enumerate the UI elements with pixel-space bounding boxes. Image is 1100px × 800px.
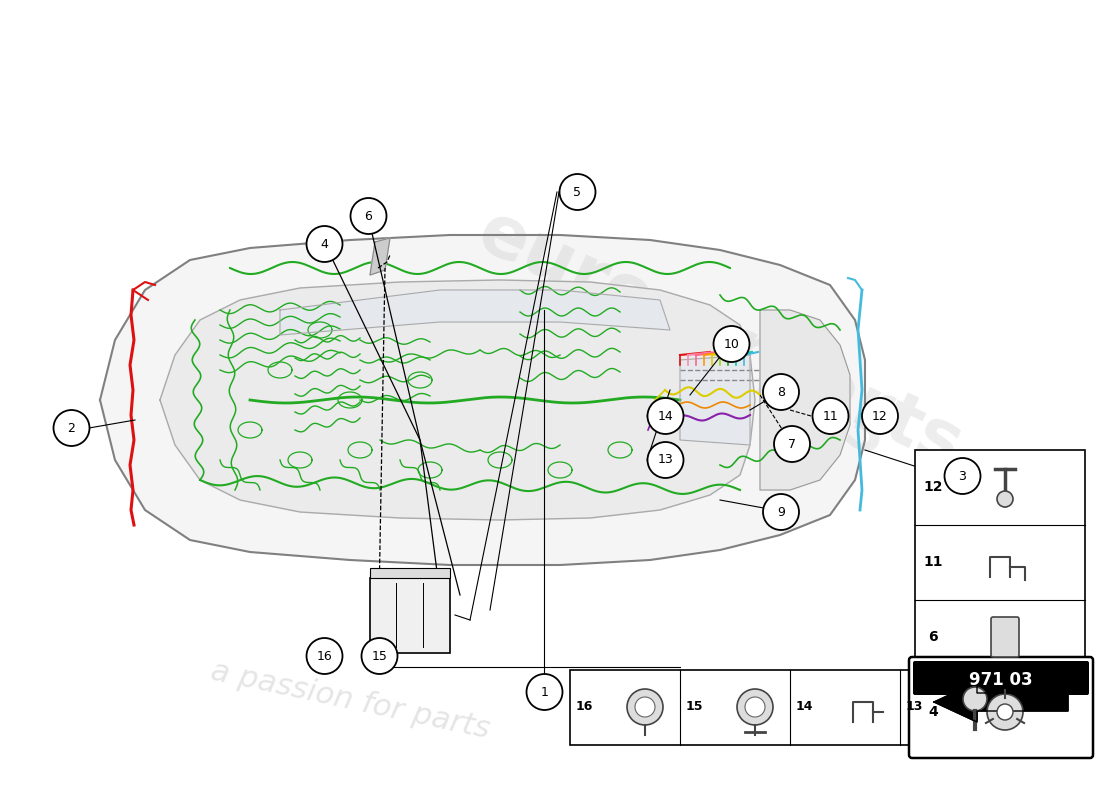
Polygon shape [160, 280, 755, 520]
FancyBboxPatch shape [370, 578, 450, 653]
Text: 11: 11 [923, 555, 943, 569]
Circle shape [862, 398, 898, 434]
Text: 7: 7 [788, 438, 796, 450]
Polygon shape [934, 682, 1068, 722]
Text: 12: 12 [872, 410, 888, 422]
Circle shape [627, 689, 663, 725]
Text: 16: 16 [317, 650, 332, 662]
Text: 085: 085 [766, 371, 894, 469]
Circle shape [307, 226, 342, 262]
Circle shape [763, 374, 799, 410]
Circle shape [997, 704, 1013, 720]
Circle shape [763, 494, 799, 530]
Text: 971 03: 971 03 [969, 671, 1033, 689]
Text: 9: 9 [777, 506, 785, 518]
Circle shape [737, 689, 773, 725]
Text: 6: 6 [364, 210, 373, 222]
Polygon shape [370, 238, 390, 275]
Text: 4: 4 [928, 705, 938, 719]
Text: 6: 6 [928, 630, 938, 644]
Text: 4: 4 [320, 238, 329, 250]
Polygon shape [760, 310, 850, 490]
Text: 15: 15 [685, 701, 703, 714]
Circle shape [527, 674, 562, 710]
Circle shape [714, 326, 749, 362]
Text: 1: 1 [540, 686, 549, 698]
Text: 5: 5 [573, 186, 582, 198]
Circle shape [774, 426, 810, 462]
Text: 13: 13 [905, 701, 923, 714]
Bar [915, 450, 1085, 750]
FancyBboxPatch shape [909, 657, 1093, 758]
Bar [915, 663, 1087, 691]
Circle shape [635, 697, 654, 717]
Circle shape [560, 174, 595, 210]
Text: a passion for parts: a passion for parts [208, 656, 493, 744]
Text: 14: 14 [658, 410, 673, 422]
Circle shape [987, 694, 1023, 730]
Bar [570, 670, 1010, 745]
Circle shape [813, 398, 848, 434]
Circle shape [648, 398, 683, 434]
Text: 2: 2 [67, 422, 76, 434]
Polygon shape [280, 290, 670, 335]
Text: 14: 14 [795, 701, 813, 714]
Polygon shape [937, 684, 1065, 720]
Bar [370, 568, 450, 578]
Text: 15: 15 [372, 650, 387, 662]
Polygon shape [680, 355, 750, 445]
Circle shape [648, 442, 683, 478]
Circle shape [307, 638, 342, 674]
Circle shape [54, 410, 89, 446]
FancyBboxPatch shape [991, 617, 1019, 657]
Circle shape [997, 491, 1013, 507]
Text: eurocarparts: eurocarparts [466, 198, 974, 482]
Text: 8: 8 [777, 386, 785, 398]
Text: 13: 13 [658, 454, 673, 466]
Text: 11: 11 [823, 410, 838, 422]
Text: 3: 3 [958, 470, 967, 482]
Circle shape [362, 638, 397, 674]
Circle shape [962, 687, 987, 711]
Circle shape [745, 697, 764, 717]
Text: 12: 12 [923, 480, 943, 494]
Text: 10: 10 [724, 338, 739, 350]
FancyBboxPatch shape [913, 661, 1089, 695]
Polygon shape [100, 235, 865, 565]
Circle shape [351, 198, 386, 234]
Circle shape [945, 458, 980, 494]
Text: 16: 16 [575, 701, 593, 714]
